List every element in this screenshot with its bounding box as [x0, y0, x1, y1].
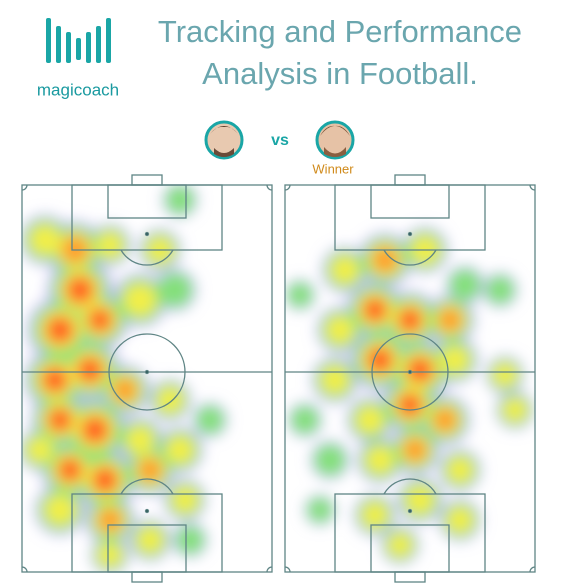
heat-blob	[314, 444, 346, 476]
heat-blob	[433, 408, 457, 432]
pitches	[21, 174, 536, 583]
heat-blob	[493, 363, 517, 387]
heat-blob	[405, 485, 435, 515]
heat-blob	[438, 308, 462, 332]
heat-blob	[138, 458, 162, 482]
heat-blob	[449, 269, 481, 301]
heat-blob	[372, 247, 398, 273]
heat-blob	[165, 185, 195, 215]
heat-blob	[125, 425, 155, 455]
heat-blob	[503, 398, 527, 422]
corner-arc	[266, 184, 273, 191]
heat-blob	[446, 506, 474, 534]
pitch	[21, 174, 273, 583]
center-spot	[144, 369, 150, 375]
winner-label: Winner	[312, 161, 354, 176]
heat-blob	[446, 456, 474, 484]
heat-blob	[401, 396, 419, 414]
heat-blob	[45, 370, 65, 390]
heat-blob	[287, 282, 313, 308]
heatmap	[285, 226, 535, 565]
heat-blob	[51, 411, 69, 429]
heat-blob	[388, 533, 412, 557]
heatmap	[22, 185, 228, 572]
center-spot	[407, 369, 413, 375]
heat-blob	[26, 436, 54, 464]
heat-blob	[410, 360, 430, 380]
heat-blob	[136, 526, 164, 554]
corner-arc	[529, 184, 536, 191]
heat-blob	[307, 497, 333, 523]
penalty-arc	[383, 478, 437, 495]
heat-blob	[195, 405, 225, 435]
heat-blob	[171, 486, 199, 514]
player-avatar	[204, 120, 244, 160]
heat-blob	[61, 461, 79, 479]
goal	[131, 571, 163, 583]
penalty-arc	[383, 249, 437, 266]
heat-blob	[401, 311, 419, 329]
corner-arc	[21, 184, 28, 191]
heat-blob	[366, 301, 384, 319]
penalty-spot	[407, 231, 413, 237]
corner-arc	[284, 184, 291, 191]
heat-blob	[44, 494, 76, 526]
heat-blob	[330, 255, 360, 285]
logo-text: magicoach	[37, 80, 119, 99]
heat-blob	[485, 275, 515, 305]
heat-blob	[175, 525, 205, 555]
penalty-spot	[144, 508, 150, 514]
heat-blob	[325, 315, 355, 345]
corner-arc	[529, 566, 536, 573]
corner-arc	[21, 566, 28, 573]
heat-blob	[96, 231, 124, 259]
goal	[131, 174, 163, 186]
title-line: Analysis in Football.	[202, 56, 478, 91]
player-avatar	[315, 120, 355, 160]
heat-blob	[91, 311, 109, 329]
heat-blob	[361, 501, 389, 529]
pitch	[284, 174, 536, 583]
versus-label: vs	[271, 132, 289, 149]
heat-blob	[403, 438, 427, 462]
heat-blob	[69, 279, 91, 301]
heat-blob	[440, 345, 470, 375]
logo-mark	[46, 18, 111, 63]
penalty-arc	[120, 478, 174, 495]
heat-blob	[84, 419, 106, 441]
heat-blob	[156, 386, 184, 414]
heat-blob	[123, 283, 157, 317]
heat-blob	[95, 470, 115, 490]
heat-blob	[157, 272, 193, 308]
corner-arc	[284, 566, 291, 573]
goal	[394, 174, 426, 186]
center-circle	[108, 333, 186, 411]
penalty-spot	[144, 231, 150, 237]
goal	[394, 571, 426, 583]
heat-blob	[365, 445, 395, 475]
penalty-arc	[120, 249, 174, 266]
heat-blob	[355, 405, 385, 435]
heat-blob	[98, 508, 122, 532]
goal-box	[370, 184, 450, 219]
penalty-spot	[407, 508, 413, 514]
heat-blob	[320, 365, 350, 395]
heat-blob	[98, 543, 122, 567]
heat-blob	[29, 224, 61, 256]
title-line: Tracking and Performance	[158, 14, 522, 49]
heat-blob	[165, 435, 195, 465]
corner-arc	[266, 566, 273, 573]
heat-blob	[290, 405, 320, 435]
heat-blob	[49, 319, 71, 341]
heat-blob	[80, 360, 100, 380]
heat-blob	[113, 378, 137, 402]
center-circle	[371, 333, 449, 411]
